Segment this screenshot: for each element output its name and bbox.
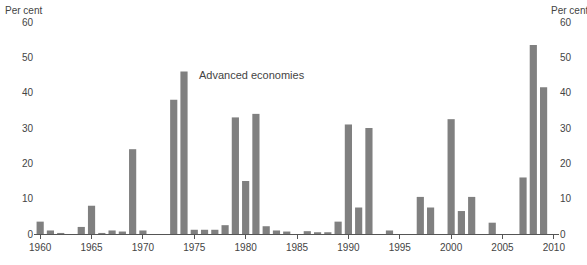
svg-text:60: 60 [560,17,572,28]
svg-text:1980: 1980 [235,242,258,253]
svg-text:60: 60 [22,17,34,28]
svg-text:1985: 1985 [286,242,309,253]
svg-text:1965: 1965 [80,242,103,253]
svg-text:0: 0 [27,229,33,240]
svg-text:2005: 2005 [491,242,514,253]
svg-text:1970: 1970 [132,242,155,253]
svg-text:Per cent: Per cent [5,5,42,16]
svg-text:10: 10 [560,193,572,204]
svg-text:40: 40 [560,87,572,98]
svg-text:20: 20 [560,158,572,169]
svg-text:1975: 1975 [183,242,206,253]
svg-text:1960: 1960 [29,242,52,253]
svg-text:Advanced economies: Advanced economies [199,69,305,81]
svg-text:30: 30 [560,123,572,134]
svg-text:40: 40 [22,87,34,98]
svg-text:50: 50 [560,52,572,63]
svg-text:30: 30 [22,123,34,134]
svg-text:1990: 1990 [337,242,360,253]
svg-text:Per cent: Per cent [551,5,587,16]
svg-text:20: 20 [22,158,34,169]
svg-text:2010: 2010 [543,242,566,253]
svg-text:1995: 1995 [389,242,412,253]
svg-text:50: 50 [22,52,34,63]
svg-text:2000: 2000 [440,242,463,253]
svg-text:0: 0 [560,229,566,240]
svg-text:10: 10 [22,193,34,204]
